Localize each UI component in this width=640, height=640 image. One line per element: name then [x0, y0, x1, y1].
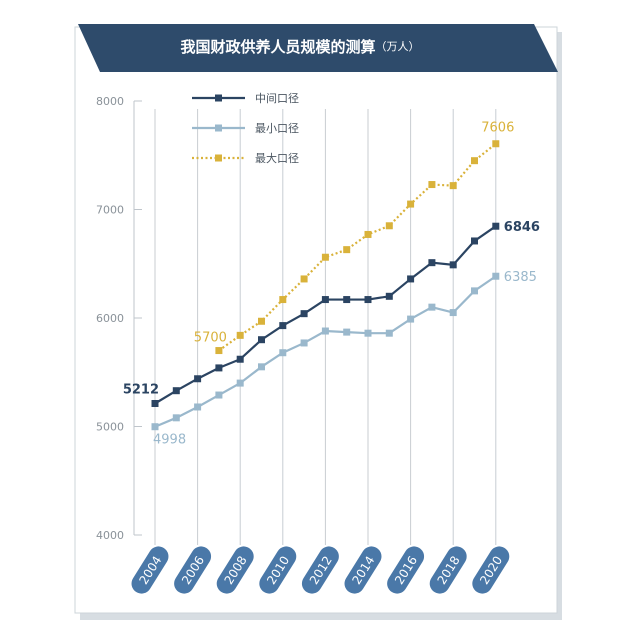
- series-2-point-2011: [300, 339, 308, 347]
- chart-title: 我国财政供养人员规模的测算: [180, 38, 375, 56]
- series-2-point-2005: [172, 414, 180, 422]
- y-tick-label-6000: 6000: [96, 312, 124, 325]
- series-1-point-2006: [194, 375, 202, 383]
- legend-marker-1: [215, 94, 222, 102]
- y-tick-label-4000: 4000: [96, 529, 124, 542]
- svg-text:我国财政供养人员规模的测算（万人）: 我国财政供养人员规模的测算（万人）: [180, 38, 419, 56]
- series-1-point-2007: [215, 364, 223, 372]
- data-labels: 5212 6846 4998 6385 5700 7606: [123, 121, 540, 448]
- series-2-point-2008: [236, 379, 244, 387]
- x-tick-2018: 2018: [429, 546, 467, 594]
- series-1-first-label: 5212: [123, 382, 159, 397]
- series-1-point-2013: [343, 296, 351, 304]
- series-3-point-2016: [407, 200, 415, 208]
- series-layer: [151, 140, 500, 431]
- series-1-point-2004: [151, 399, 159, 407]
- series-1-point-2020: [492, 222, 500, 230]
- legend-marker-3: [215, 154, 222, 162]
- series-1-point-2015: [385, 292, 393, 300]
- legend-label-3: 最大口径: [255, 151, 299, 165]
- series-2-point-2013: [343, 328, 351, 336]
- series-2-last-label: 6385: [504, 270, 537, 285]
- series-2-point-2017: [428, 303, 436, 311]
- series-1-point-2009: [258, 336, 265, 344]
- y-tick-label-5000: 5000: [96, 421, 124, 434]
- series-2-point-2018: [449, 309, 457, 317]
- x-tick-pill-2018: [429, 546, 467, 594]
- series-1-point-2010: [279, 322, 287, 330]
- series-1-point-2016: [407, 275, 415, 283]
- x-tick-pill-2008: [216, 546, 254, 594]
- x-tick-pill-2020: [472, 546, 510, 594]
- x-tick-pill-2004: [131, 546, 169, 594]
- series-3-point-2013: [343, 246, 351, 254]
- y-tick-label-8000: 8000: [96, 95, 124, 108]
- series-1-last-label: 6846: [504, 220, 540, 235]
- panel: [74, 26, 558, 614]
- series-2-first-label: 4998: [153, 433, 186, 448]
- series-3-point-2018: [449, 182, 457, 190]
- x-tick-pill-2006: [174, 546, 212, 594]
- series-2-point-2019: [471, 287, 478, 295]
- series-3-point-2017: [428, 181, 436, 189]
- series-2-point-2009: [258, 363, 265, 371]
- series-2-point-2012: [321, 327, 329, 335]
- series-3-point-2008: [236, 331, 244, 339]
- series-3-first-label: 5700: [194, 331, 227, 346]
- series-3-point-2007: [215, 347, 223, 355]
- series-2-point-2010: [279, 349, 287, 357]
- series-3-point-2012: [321, 253, 329, 261]
- legend-marker-2: [215, 124, 222, 132]
- legend-label-2: 最小口径: [255, 122, 299, 135]
- series-1-point-2012: [321, 296, 329, 304]
- series-3-point-2019: [471, 157, 478, 165]
- axes: [133, 100, 142, 536]
- grid: [154, 109, 497, 545]
- chart-unit: （万人）: [376, 40, 420, 53]
- series-2-point-2004: [151, 423, 159, 431]
- series-2-point-2014: [364, 329, 372, 337]
- series-3-point-2020: [492, 140, 500, 148]
- title-banner: [78, 24, 558, 72]
- series-2-point-2006: [194, 403, 202, 411]
- x-axis-ticks: 2004 2006 2008 2010 2012 2014 2016 2018 2020: [131, 546, 510, 594]
- series-2-point-2016: [407, 315, 415, 323]
- series-2-point-2007: [215, 391, 223, 399]
- series-1-point-2019: [471, 237, 478, 245]
- series-3-point-2014: [364, 230, 372, 238]
- series-1-point-2018: [449, 261, 457, 269]
- series-1-point-2017: [428, 259, 436, 267]
- series-1-point-2014: [364, 296, 372, 304]
- y-tick-label-7000: 7000: [96, 204, 124, 217]
- y-axis-ticks: 4000 5000 6000 7000 8000: [96, 95, 124, 542]
- series-3-point-2009: [258, 317, 265, 325]
- x-tick-pill-2014: [344, 546, 382, 594]
- series-3-point-2011: [300, 275, 308, 283]
- legend-label-1: 中间口径: [255, 92, 299, 105]
- series-2-point-2015: [385, 329, 393, 337]
- x-tick-pill-2010: [259, 546, 297, 594]
- series-1-point-2005: [172, 387, 180, 395]
- series-2-point-2020: [492, 272, 500, 280]
- series-3-point-2015: [385, 222, 393, 230]
- x-tick-pill-2012: [301, 546, 339, 594]
- series-1-point-2008: [236, 355, 244, 363]
- x-tick-pill-2016: [387, 546, 425, 594]
- series-3-point-2010: [279, 296, 287, 304]
- series-3-last-label: 7606: [481, 121, 514, 136]
- series-1-point-2011: [300, 310, 308, 318]
